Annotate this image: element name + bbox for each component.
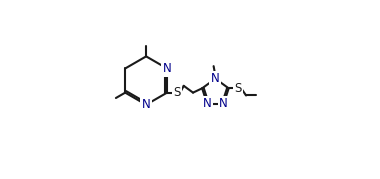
Text: N: N [203,97,212,110]
Text: S: S [173,86,180,99]
Text: N: N [211,72,220,85]
Text: N: N [163,62,171,75]
Text: N: N [142,98,150,111]
Text: S: S [234,82,242,95]
Text: N: N [219,97,228,110]
